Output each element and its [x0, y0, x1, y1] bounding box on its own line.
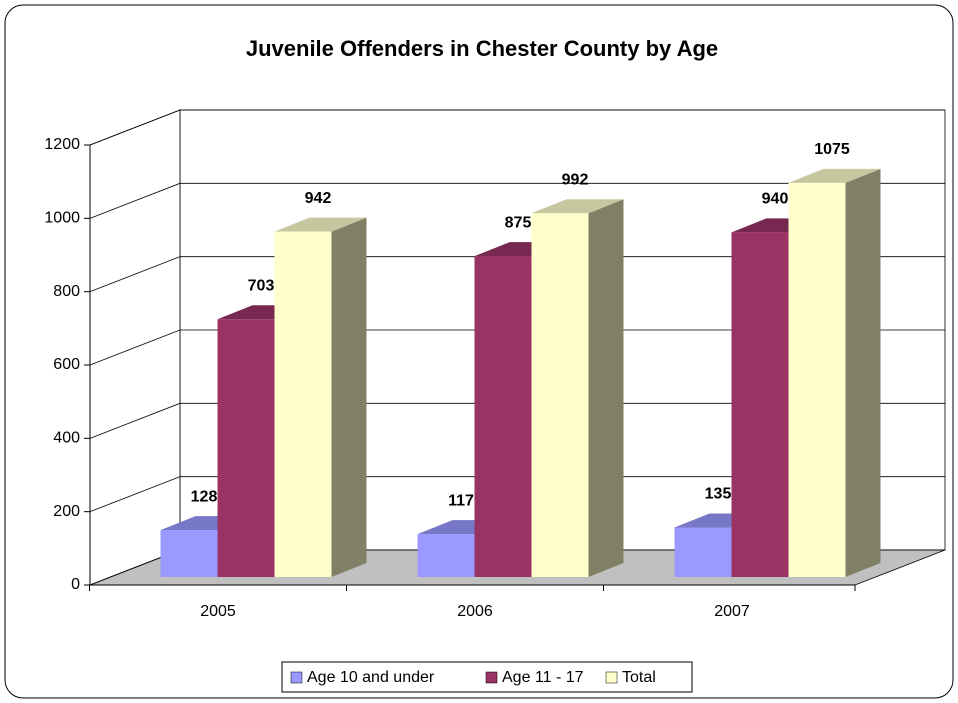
bar: [474, 256, 532, 577]
bar: [788, 182, 846, 578]
legend-swatch: [485, 671, 498, 684]
bar: [731, 232, 789, 578]
bar: [217, 319, 275, 577]
legend-swatch: [290, 671, 303, 684]
bar-top: [531, 199, 624, 214]
value-label: 135: [705, 486, 732, 503]
y-tick-label: 800: [53, 283, 80, 300]
legend-label: Age 11 - 17: [502, 669, 584, 686]
y-tick-label: 0: [71, 576, 80, 593]
bar-top: [274, 217, 367, 232]
y-tick-label: 600: [53, 356, 80, 373]
y-tick-label: 1000: [44, 210, 80, 227]
bar-side: [331, 217, 367, 577]
grid-line: [89, 402, 945, 439]
grid-line: [89, 476, 945, 513]
bar: [274, 231, 332, 577]
y-tick-label: 200: [53, 503, 80, 520]
grid-line: [89, 256, 945, 293]
bar: [531, 213, 589, 577]
value-label: 940: [762, 191, 789, 208]
x-tick-label: 2007: [714, 603, 750, 620]
bar: [674, 527, 732, 577]
x-tick-label: 2006: [457, 603, 493, 620]
value-label: 1075: [814, 141, 850, 158]
value-label: 875: [505, 214, 532, 231]
grid-line: [89, 182, 945, 219]
y-tick-label: 1200: [44, 136, 80, 153]
bar-top: [788, 168, 881, 183]
chart-title: Juvenile Offenders in Chester County by …: [246, 36, 718, 61]
value-label: 942: [305, 190, 332, 207]
bar: [417, 534, 475, 577]
value-label: 117: [448, 492, 474, 509]
legend-label: Total: [622, 669, 656, 686]
legend-swatch: [605, 671, 618, 684]
x-tick-label: 2005: [200, 603, 236, 620]
grid-line: [89, 329, 945, 366]
grid-line: [89, 109, 945, 146]
bar: [160, 530, 218, 577]
value-label: 128: [191, 488, 218, 505]
value-label: 703: [248, 277, 275, 294]
legend-label: Age 10 and under: [307, 669, 435, 686]
bar-side: [588, 199, 624, 577]
y-tick-label: 400: [53, 430, 80, 447]
bar-side: [845, 168, 881, 578]
value-label: 992: [562, 171, 589, 188]
